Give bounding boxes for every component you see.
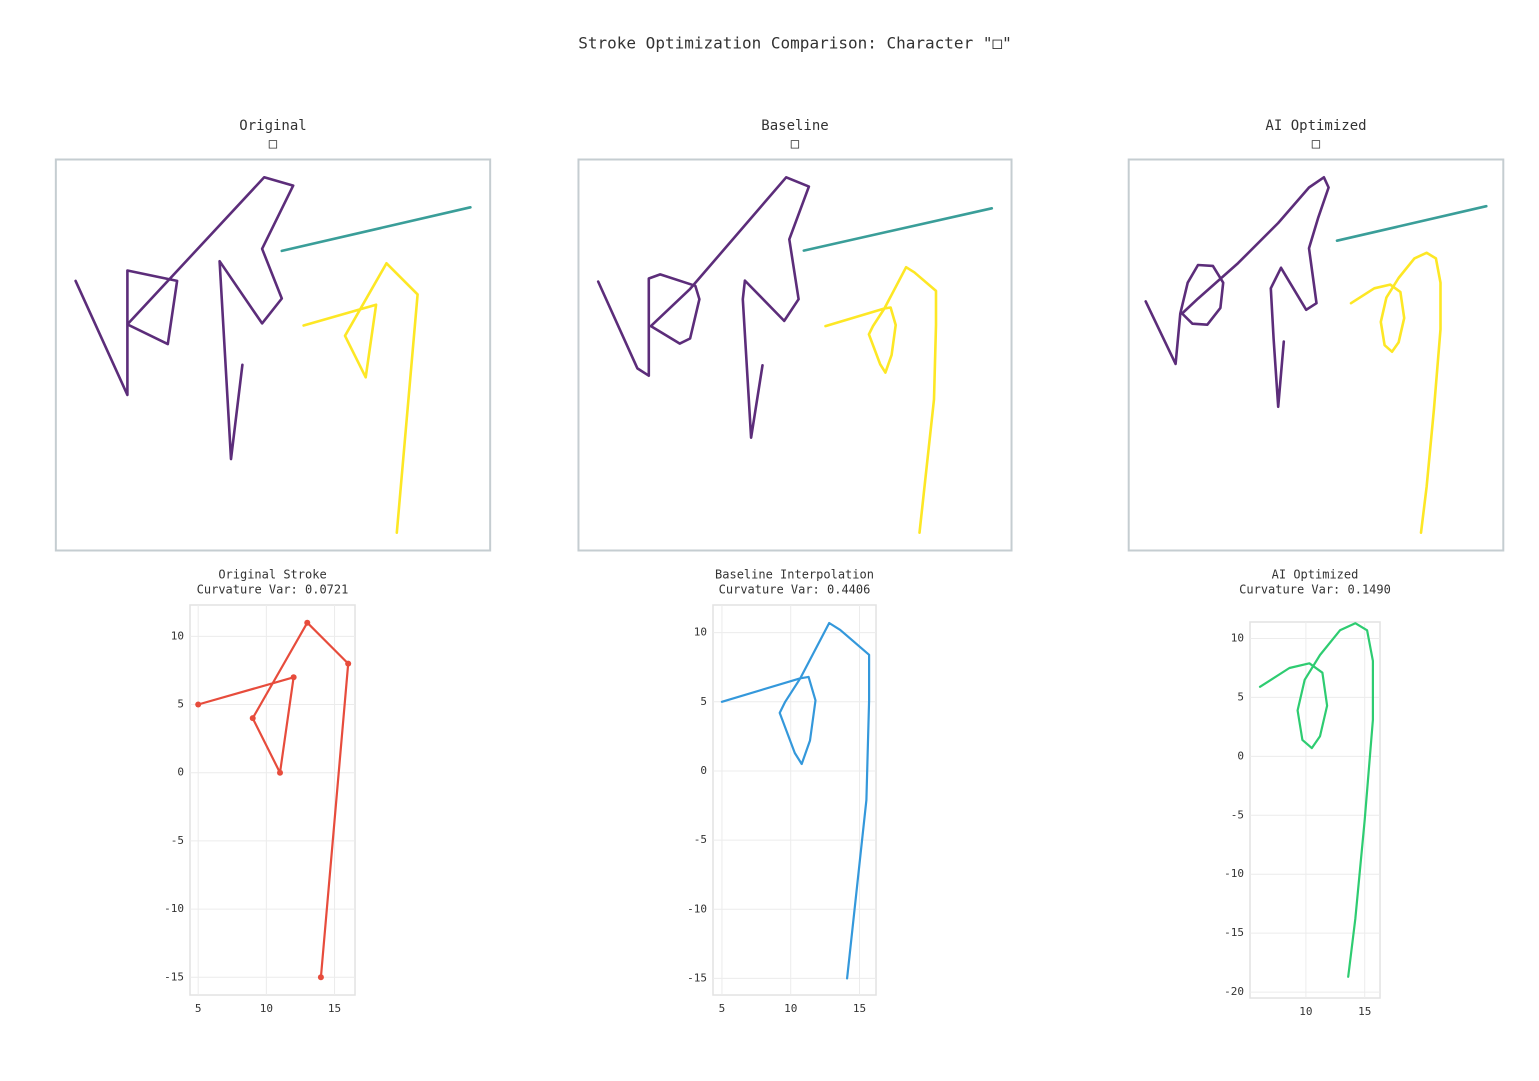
point <box>195 701 202 708</box>
stroke-line <box>1335 204 1488 242</box>
x-tick-label: 15 <box>853 1002 866 1015</box>
point <box>290 674 297 681</box>
axes-title: Curvature Var: 0.1490 <box>1239 583 1391 597</box>
stroke-line <box>302 261 419 535</box>
stroke-line <box>720 621 871 980</box>
y-tick-label: -10 <box>164 902 184 915</box>
y-tick-label: -5 <box>1231 808 1244 821</box>
point <box>345 660 352 667</box>
panel-title: Original <box>239 118 306 134</box>
axes-title: Original Stroke <box>218 568 326 582</box>
y-tick-label: 10 <box>171 629 184 642</box>
point <box>317 974 324 981</box>
y-tick-label: 5 <box>700 695 707 708</box>
panel-frame <box>1127 158 1505 552</box>
x-tick-label: 15 <box>328 1002 341 1015</box>
stroke-line <box>74 176 295 461</box>
panel-title: □ <box>791 136 800 152</box>
y-tick-label: -10 <box>687 902 707 915</box>
axes-title: Curvature Var: 0.0721 <box>197 583 349 597</box>
x-tick-label: 10 <box>784 1002 797 1015</box>
y-tick-label: 0 <box>700 764 707 777</box>
x-tick-label: 5 <box>719 1002 726 1015</box>
y-tick-label: -20 <box>1224 985 1244 998</box>
y-tick-label: 5 <box>1237 690 1244 703</box>
x-tick-label: 5 <box>195 1002 202 1015</box>
figure-title: Stroke Optimization Comparison: Characte… <box>578 34 1011 53</box>
stroke-line <box>596 176 811 440</box>
stroke-line <box>1144 176 1330 409</box>
y-tick-label: -15 <box>1224 926 1244 939</box>
stroke-line <box>280 206 472 253</box>
panel-title: Baseline <box>761 118 828 134</box>
panel-title: AI Optimized <box>1265 118 1366 134</box>
x-tick-label: 15 <box>1358 1005 1371 1018</box>
x-tick-label: 10 <box>1299 1005 1312 1018</box>
point <box>304 619 311 626</box>
point <box>249 715 256 722</box>
panel-title: □ <box>1312 136 1321 152</box>
stroke-line <box>1258 622 1375 978</box>
y-tick-label: -15 <box>164 970 184 983</box>
axes-frame <box>712 604 877 996</box>
stroke-line <box>824 265 938 535</box>
y-tick-label: 5 <box>177 698 184 711</box>
stroke-line <box>802 207 994 252</box>
x-tick-label: 10 <box>260 1002 273 1015</box>
y-tick-label: 10 <box>694 626 707 639</box>
axes-frame <box>1249 621 1381 999</box>
point <box>277 769 283 776</box>
y-tick-label: -5 <box>171 834 184 847</box>
stroke-line <box>1349 251 1442 535</box>
axes-title: AI Optimized <box>1272 568 1359 582</box>
axes-title: Baseline Interpolation <box>715 568 874 582</box>
y-tick-label: -10 <box>1224 867 1244 880</box>
y-tick-label: 0 <box>1237 749 1244 762</box>
axes-frame <box>189 604 356 996</box>
y-tick-label: -5 <box>694 833 707 846</box>
panel-title: □ <box>269 136 278 152</box>
y-tick-label: 0 <box>177 766 184 779</box>
y-tick-label: -15 <box>687 971 707 984</box>
y-tick-label: 10 <box>1231 632 1244 645</box>
axes-title: Curvature Var: 0.4406 <box>719 583 871 597</box>
